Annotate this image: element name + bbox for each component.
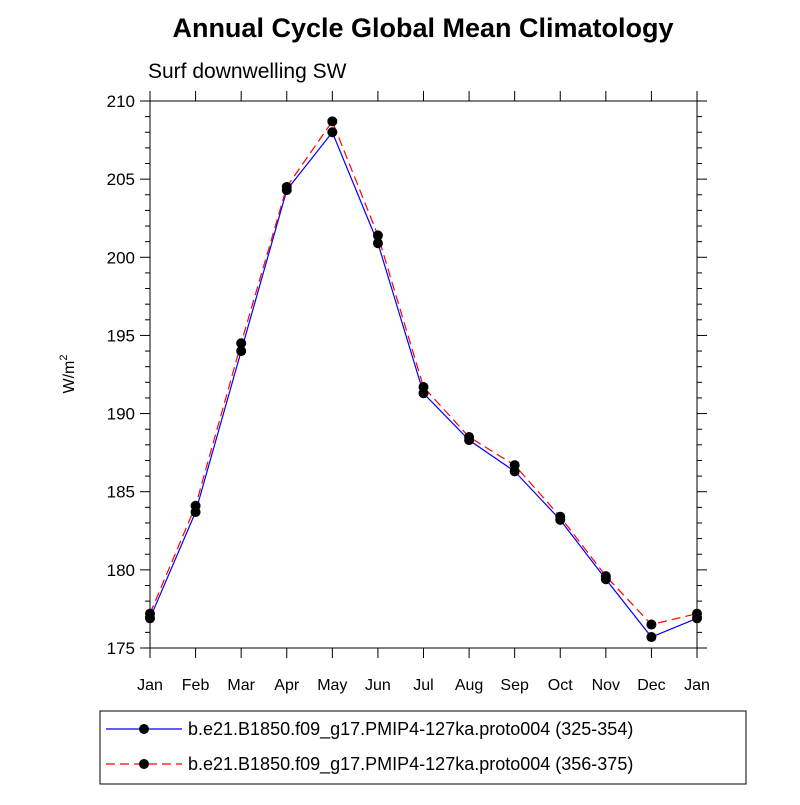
chart-subtitle: Surf downwelling SW (148, 60, 347, 83)
y-tick-label: 190 (107, 405, 135, 424)
series-2-point (692, 608, 702, 619)
series-2-point (418, 382, 429, 393)
series-1-point (646, 632, 657, 643)
x-tick-label: Jan (137, 677, 163, 694)
series-2-point (600, 571, 611, 582)
chart-title: Annual Cycle Global Mean Climatology (172, 13, 673, 43)
x-tick-label: Jan (684, 677, 710, 694)
series-2-point (281, 181, 292, 192)
series-1-point (372, 238, 383, 249)
plot-area: 175 180 185 190 195 200 205 210 Jan Feb Mar Apr May J… (107, 91, 710, 694)
legend-box (99, 710, 747, 785)
series-2-point (327, 116, 338, 127)
x-tick-label: Mar (227, 677, 255, 694)
y-tick-label: 185 (107, 483, 135, 502)
x-tick-label: Jul (413, 677, 433, 694)
x-tick-label: Nov (592, 677, 620, 694)
legend-label-series-2: b.e21.B1850.f09_g17.PMIP4-127ka.proto004… (188, 754, 633, 775)
y-axis-label-superscript: 2 (58, 355, 70, 361)
y-tick-label: 205 (107, 170, 135, 189)
y-tick-label: 175 (107, 639, 135, 658)
x-tick-label: Sep (500, 677, 529, 694)
series-2-point (555, 511, 566, 522)
x-tick-label: Dec (637, 677, 665, 694)
legend-marker-series-1 (139, 724, 149, 734)
series-2-point (236, 338, 247, 349)
x-tick-label: Jun (365, 677, 391, 694)
x-tick-label: Oct (548, 677, 573, 694)
series-2-point (190, 500, 201, 511)
x-tick-label: May (317, 677, 347, 694)
series-1-point (236, 346, 247, 357)
x-tick-label: Aug (455, 677, 483, 694)
series-2-point (509, 460, 520, 471)
y-axis-label-text: W/m (61, 361, 78, 394)
series-2-point (464, 432, 475, 443)
series-2-point (372, 230, 383, 241)
series-2-point (646, 619, 657, 630)
y-tick-label: 200 (107, 248, 135, 267)
y-tick-label: 210 (107, 92, 135, 111)
series-1-point (327, 127, 338, 138)
series-2-line (149, 120, 698, 626)
y-tick-label: 195 (107, 326, 135, 345)
y-tick-label: 180 (107, 561, 135, 580)
y-axis-label: W/m2 (58, 355, 78, 394)
x-tick-label: Feb (182, 677, 210, 694)
legend-label-series-1: b.e21.B1850.f09_g17.PMIP4-127ka.proto004… (188, 719, 633, 740)
series-2-point (145, 608, 155, 619)
legend: b.e21.B1850.f09_g17.PMIP4-127ka.proto004… (99, 710, 747, 785)
x-tick-label: Apr (274, 677, 300, 694)
legend-marker-series-2 (139, 759, 149, 769)
